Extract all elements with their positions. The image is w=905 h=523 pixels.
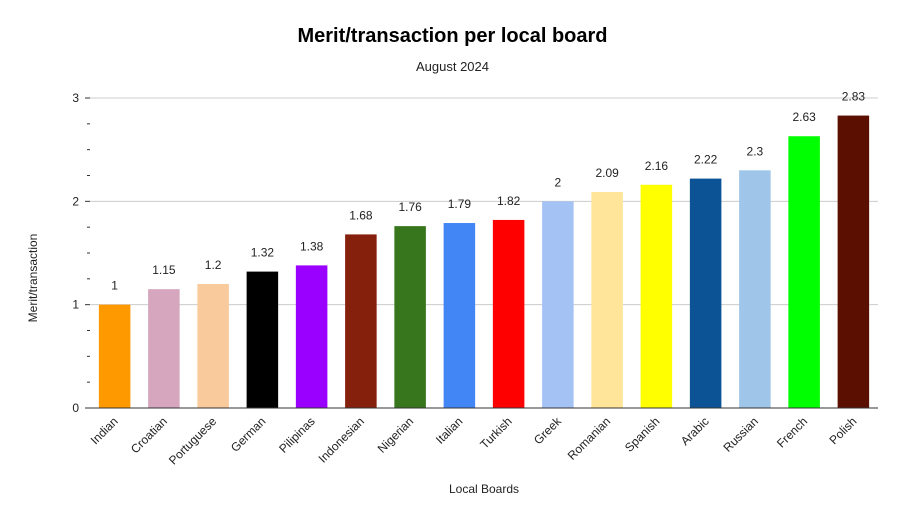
bar-italian [443,223,476,408]
bar-nigerian [394,226,426,408]
bar-german [246,271,279,408]
bar-croatian [148,289,180,408]
data-label: 1.38 [300,239,324,253]
y-axis-ticks: 0 1 2 3 [72,91,90,415]
x-tick-label: Indian [88,414,121,447]
x-tick-label: Indonesian [316,414,367,465]
bars [98,115,870,409]
x-tick-label: Turkish [477,414,514,451]
data-label: 1.82 [497,194,521,208]
bar-turkish [492,219,525,408]
x-axis-label: Local Boards [448,482,520,496]
bar-spanish [640,184,673,408]
y-tick-label: 3 [72,91,79,105]
bar-polish [837,115,870,409]
y-tick-label: 1 [72,298,79,312]
bar-indian [98,304,131,408]
data-label: 1.76 [398,200,422,214]
bar-russian [739,170,771,408]
x-tick-label: Pilipinas [276,414,318,456]
data-label: 2.22 [694,153,718,167]
x-tick-label: Romanian [565,414,614,463]
data-label: 2.16 [645,159,669,173]
bar-portuguese [197,284,229,408]
x-tick-label: Polish [826,414,859,447]
x-tick-label: Arabic [678,414,712,448]
bar-indonesian [345,234,377,408]
data-label: 1.68 [349,208,373,222]
x-tick-label: Croatian [128,414,170,456]
bar-greek [542,201,574,408]
x-tick-label: Spanish [622,414,663,455]
y-tick-label: 0 [72,401,79,415]
chart-subtitle: August 2024 [415,59,489,74]
data-label: 1.2 [205,258,222,272]
x-tick-label: Italian [433,414,466,447]
x-tick-label: Greek [531,414,565,448]
x-tick-label: Nigerian [375,414,417,456]
chart-title: Merit/transaction per local board [297,25,608,47]
data-label: 2.63 [792,110,816,124]
data-label: 2.83 [842,90,866,104]
data-label: 1.32 [251,246,275,260]
bar-french [788,136,820,408]
x-tick-label: French [774,414,810,450]
data-label: 1.15 [152,263,176,277]
data-label: 2.09 [595,166,619,180]
x-tick-label: German [228,414,269,455]
x-tick-label: Portuguese [166,414,220,468]
y-tick-label: 2 [72,194,79,208]
bar-romanian [591,192,623,408]
data-label: 2.3 [747,144,764,158]
data-labels: 1 1.15 1.2 1.32 1.38 1.68 1.76 1.79 1.82 2 2.09 2.1… [111,90,865,293]
data-label: 1.79 [448,197,472,211]
bar-pilipinas [295,265,328,408]
bar-arabic [689,178,722,408]
x-tick-label: Russian [720,414,761,455]
data-label: 2 [555,175,562,189]
data-label: 1 [111,279,118,293]
